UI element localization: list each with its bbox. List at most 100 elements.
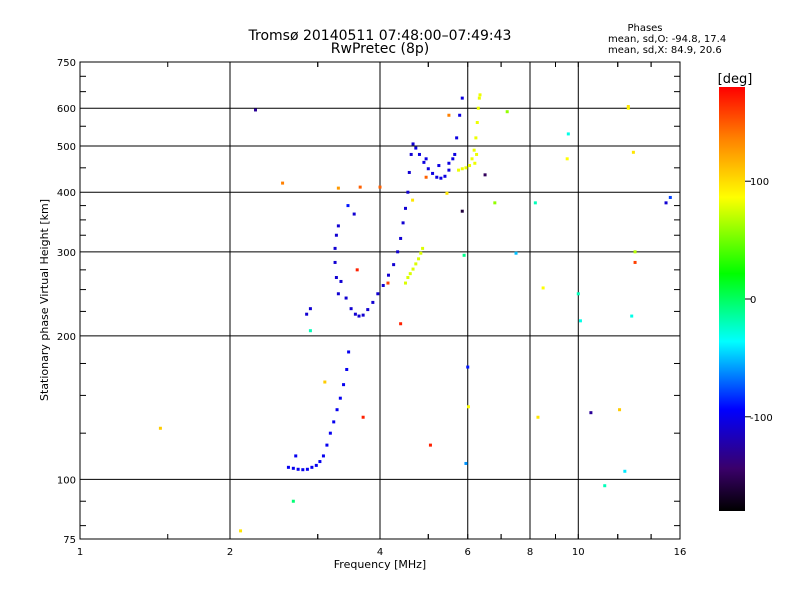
data-point <box>406 190 410 194</box>
data-point <box>158 426 162 430</box>
data-point <box>253 108 257 112</box>
colorbar-tick-label: 0 <box>750 295 756 306</box>
data-point <box>633 260 637 264</box>
data-point <box>333 260 337 264</box>
data-point <box>334 233 338 237</box>
phases-header-title: Phases <box>627 23 662 34</box>
data-point <box>396 250 400 254</box>
data-point <box>296 467 300 471</box>
phases-header-o: mean, sd,O: -94.8, 17.4 <box>608 34 726 45</box>
data-point <box>399 236 403 240</box>
x-axis-label: Frequency [MHz] <box>334 558 426 571</box>
data-point <box>336 292 340 296</box>
x-tick-label: 4 <box>377 547 383 558</box>
data-point <box>308 329 312 333</box>
data-point <box>347 350 351 354</box>
y-axis-label: Stationary phase Virtual Height [km] <box>38 199 51 401</box>
data-point <box>386 281 390 285</box>
data-point <box>342 383 346 387</box>
data-point <box>462 253 466 257</box>
x-axis-ticks: 1 2 4 6 8 10 16 <box>77 62 686 558</box>
data-point <box>401 221 405 225</box>
data-point <box>426 167 430 171</box>
data-point <box>451 157 455 161</box>
data-point <box>414 146 418 150</box>
data-point <box>294 454 298 458</box>
data-point <box>475 152 479 156</box>
data-point <box>473 161 477 165</box>
data-point <box>576 292 580 296</box>
y-tick-label: 300 <box>57 248 76 259</box>
data-point <box>633 250 637 254</box>
data-point <box>470 157 474 161</box>
data-point <box>308 307 312 311</box>
plot-area: 1 2 4 6 8 10 16 75 100 200 300 400 500 600 750 <box>57 58 686 558</box>
data-point <box>623 469 627 473</box>
data-point <box>483 173 487 177</box>
colorbar-ticks: 100 0 -100 <box>745 177 773 424</box>
data-point <box>475 121 479 125</box>
data-point <box>443 174 447 178</box>
x-tick-label: 8 <box>527 547 533 558</box>
data-point <box>626 105 630 109</box>
data-point <box>406 276 410 280</box>
chart-subtitle: RwPretec (8p) <box>331 41 429 57</box>
data-point <box>417 152 421 156</box>
x-tick-label: 10 <box>572 547 585 558</box>
data-point <box>565 157 569 161</box>
data-point <box>457 168 461 172</box>
data-point <box>361 313 365 317</box>
data-point <box>286 465 290 469</box>
y-tick-label: 100 <box>57 475 76 486</box>
data-point <box>460 209 464 213</box>
data-point <box>428 443 432 447</box>
data-point <box>352 212 356 216</box>
data-point <box>417 257 421 261</box>
data-point <box>381 283 385 287</box>
y-tick-label: 500 <box>57 142 76 153</box>
data-point <box>399 322 403 326</box>
y-tick-label: 75 <box>63 535 76 546</box>
data-point <box>447 168 451 172</box>
data-point <box>339 279 343 283</box>
data-point <box>378 185 382 189</box>
data-point <box>318 460 322 464</box>
data-point <box>305 312 309 316</box>
chart-title: Tromsø 20140511 07:48:00–07:49:43 <box>248 28 512 44</box>
data-point <box>618 408 622 412</box>
data-point <box>332 420 336 424</box>
data-point <box>355 268 359 272</box>
colorbar-tick-label: -100 <box>750 413 773 424</box>
data-point <box>578 319 582 323</box>
data-point <box>407 170 411 174</box>
data-point <box>472 148 476 152</box>
grid-lines <box>80 62 680 539</box>
data-point <box>414 262 418 266</box>
data-point <box>603 484 607 488</box>
data-point <box>464 166 468 170</box>
data-point <box>361 415 365 419</box>
data-point <box>411 142 415 146</box>
y-axis-ticks: 75 100 200 300 400 500 600 750 <box>57 58 680 546</box>
data-point <box>466 405 470 409</box>
data-point <box>371 300 375 304</box>
data-point <box>291 466 295 470</box>
data-point <box>631 150 635 154</box>
x-tick-label: 2 <box>227 547 233 558</box>
data-point <box>344 296 348 300</box>
data-point <box>460 167 464 171</box>
data-point <box>392 263 396 267</box>
data-point <box>437 164 441 168</box>
y-tick-label: 200 <box>57 332 76 343</box>
colorbar-label: [deg] <box>718 72 753 87</box>
data-point <box>358 185 362 189</box>
data-point <box>419 251 423 255</box>
data-point <box>460 96 464 100</box>
data-point <box>424 157 428 161</box>
phases-header-x: mean, sd,X: 84.9, 20.6 <box>608 45 722 56</box>
data-point <box>589 411 593 415</box>
data-point <box>424 175 428 179</box>
colorbar-gradient <box>719 87 745 511</box>
x-tick-label: 6 <box>465 547 471 558</box>
